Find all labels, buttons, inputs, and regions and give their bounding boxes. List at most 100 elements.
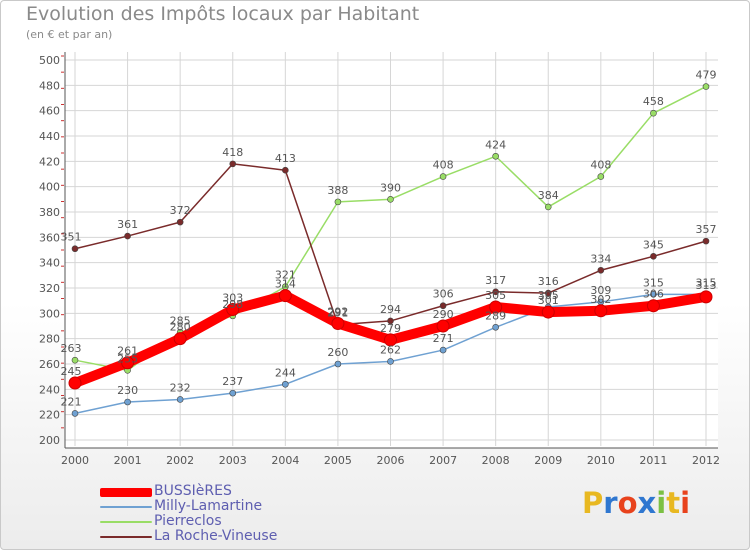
x-tick-label: 2001 xyxy=(114,454,142,467)
data-label: 372 xyxy=(170,204,191,217)
data-label: 294 xyxy=(380,303,401,316)
data-point xyxy=(650,253,657,260)
data-label: 260 xyxy=(327,346,348,359)
data-label: 245 xyxy=(61,365,82,378)
data-point xyxy=(439,173,447,180)
x-tick-label: 2004 xyxy=(271,454,299,467)
y-tick-label: 380 xyxy=(39,206,60,219)
x-tick-label: 2007 xyxy=(429,454,457,467)
data-label: 290 xyxy=(433,308,454,321)
x-tick-label: 2005 xyxy=(324,454,352,467)
data-point xyxy=(71,356,79,364)
plot-area xyxy=(65,52,718,448)
data-label: 302 xyxy=(590,293,611,306)
y-tick-label: 320 xyxy=(39,282,60,295)
data-point xyxy=(544,289,552,297)
data-point xyxy=(71,410,79,417)
data-label: 408 xyxy=(433,159,454,172)
data-label: 388 xyxy=(327,184,348,197)
data-point xyxy=(489,300,503,314)
y-tick-label: 400 xyxy=(39,181,60,194)
proxiti-logo: Proxiti xyxy=(582,486,690,520)
logo-letter: r xyxy=(603,486,618,520)
data-point xyxy=(68,376,82,390)
data-label: 306 xyxy=(643,288,664,301)
data-label: 313 xyxy=(696,279,717,292)
data-point xyxy=(278,289,292,303)
data-label: 315 xyxy=(643,276,664,289)
data-point xyxy=(282,380,289,388)
data-label: 292 xyxy=(327,305,348,318)
data-point xyxy=(282,166,289,174)
data-point xyxy=(492,152,499,160)
y-tick-label: 500 xyxy=(39,54,60,67)
data-point xyxy=(702,83,710,90)
data-point xyxy=(229,389,237,397)
data-label: 479 xyxy=(696,69,717,82)
legend-item: Milly-Lamartine xyxy=(100,498,400,514)
data-point xyxy=(544,203,552,211)
data-point xyxy=(594,304,608,318)
data-label: 303 xyxy=(222,292,243,305)
data-label: 244 xyxy=(275,366,296,379)
x-tick-label: 2003 xyxy=(219,454,247,467)
logo-letter: i xyxy=(656,486,667,520)
data-label: 458 xyxy=(643,95,664,108)
y-tick-label: 440 xyxy=(39,130,60,143)
data-label: 418 xyxy=(222,146,243,159)
data-label: 315 xyxy=(696,276,717,289)
x-tick-label: 2011 xyxy=(639,454,667,467)
data-label: 351 xyxy=(61,231,82,244)
data-label: 306 xyxy=(433,288,454,301)
data-point xyxy=(492,288,499,296)
legend-item: Pierreclos xyxy=(100,513,400,529)
data-point xyxy=(541,305,555,319)
data-label: 298 xyxy=(222,298,243,311)
y-tick-label: 360 xyxy=(39,231,60,244)
chart-title: Evolution des Impôts locaux par Habitant xyxy=(26,3,420,25)
data-label: 232 xyxy=(170,381,191,394)
data-label: 305 xyxy=(538,289,559,302)
data-point xyxy=(597,266,605,274)
data-point xyxy=(334,198,342,206)
data-label: 285 xyxy=(170,314,191,327)
data-label: 263 xyxy=(61,342,82,355)
data-label: 314 xyxy=(275,278,296,291)
legend-item: BUSSIèRES xyxy=(100,483,400,499)
data-point xyxy=(71,245,79,253)
data-point xyxy=(226,303,240,317)
data-label: 237 xyxy=(222,375,243,388)
chart-legend: BUSSIèRES Milly-Lamartine Pierreclos La Roc… xyxy=(100,483,400,544)
data-point xyxy=(121,356,135,370)
data-label: 334 xyxy=(590,252,611,265)
y-tick-label: 240 xyxy=(39,383,60,396)
legend-label: La Roche-Vineuse xyxy=(154,528,278,544)
data-point xyxy=(492,323,499,331)
data-label: 221 xyxy=(61,395,82,408)
y-tick-label: 480 xyxy=(39,79,60,92)
data-point xyxy=(176,218,184,226)
legend-swatch xyxy=(100,536,152,538)
logo-letter: x xyxy=(637,486,657,520)
data-label: 262 xyxy=(380,343,401,356)
data-label: 361 xyxy=(117,218,138,231)
data-point xyxy=(331,316,345,330)
data-label: 291 xyxy=(327,307,348,320)
data-label: 261 xyxy=(117,345,138,358)
y-tick-label: 220 xyxy=(39,409,60,422)
legend-item: La Roche-Vineuse xyxy=(100,528,400,544)
x-tick-label: 2002 xyxy=(166,454,194,467)
legend-label: Milly-Lamartine xyxy=(154,498,263,514)
y-tick-label: 280 xyxy=(39,333,60,346)
y-tick-label: 200 xyxy=(39,434,60,447)
y-tick-label: 340 xyxy=(39,257,60,270)
x-tick-label: 2010 xyxy=(587,454,615,467)
logo-letter: o xyxy=(617,486,638,520)
logo-letter: P xyxy=(582,486,604,520)
data-point xyxy=(650,109,657,117)
data-label: 390 xyxy=(380,181,401,194)
data-label: 345 xyxy=(643,238,664,251)
data-point xyxy=(173,332,187,346)
data-label: 280 xyxy=(170,321,191,334)
chart-subtitle: (en € et par an) xyxy=(26,28,113,41)
